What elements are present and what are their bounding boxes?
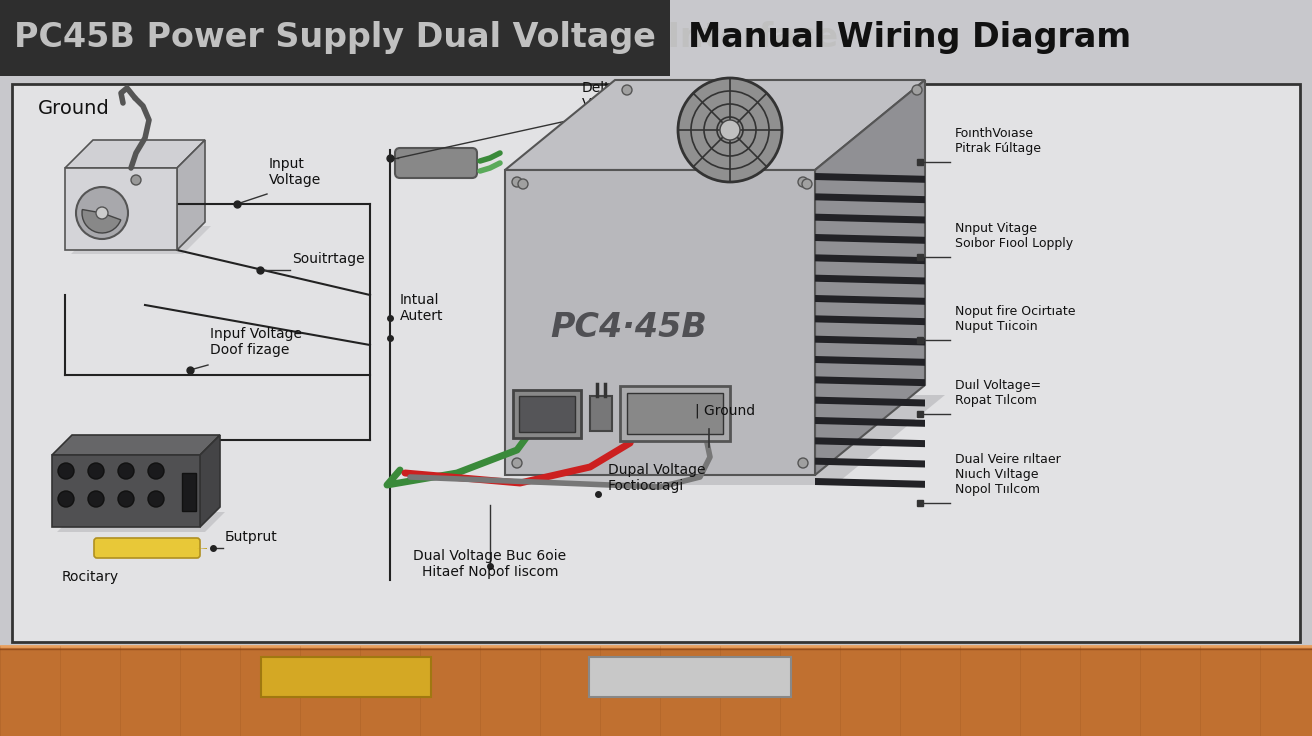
Polygon shape (815, 397, 925, 406)
Bar (505, 170, 815, 475)
Circle shape (802, 179, 812, 189)
Circle shape (622, 85, 632, 95)
Bar (0, 0, 670, 76)
Text: PC4·45B: PC4·45B (550, 311, 707, 344)
Polygon shape (815, 80, 925, 475)
Circle shape (512, 177, 522, 187)
Circle shape (148, 463, 164, 479)
Bar (12, 84, 1300, 642)
Polygon shape (815, 417, 925, 427)
Circle shape (798, 177, 808, 187)
Bar (182, 473, 195, 511)
Polygon shape (815, 295, 925, 305)
Circle shape (798, 458, 808, 468)
Circle shape (512, 458, 522, 468)
Text: Manual Wiring Diagram: Manual Wiring Diagram (687, 21, 1131, 54)
Text: Input
Voltage: Input Voltage (269, 157, 321, 187)
Circle shape (678, 78, 782, 182)
Wedge shape (83, 210, 121, 233)
Circle shape (58, 463, 73, 479)
Bar (590, 396, 611, 431)
Text: Dual Veire rıltaer
Nıuch Vıltage
Nopol Tıılcom: Dual Veire rıltaer Nıuch Vıltage Nopol T… (955, 453, 1060, 495)
Circle shape (88, 463, 104, 479)
Bar (513, 390, 581, 438)
Text: Intual
Autert: Intual Autert (400, 293, 443, 323)
Text: Dual Voltage Buc 6oie
Hitaef Nopof Iiscom: Dual Voltage Buc 6oie Hitaef Nopof Iisco… (413, 549, 567, 579)
Text: Deltary
Voltage: Deltary Voltage (583, 81, 634, 111)
Text: Inpuf Voltage
Doof fizage: Inpuf Voltage Doof fizage (210, 327, 302, 357)
FancyBboxPatch shape (261, 657, 432, 697)
Polygon shape (815, 336, 925, 345)
Polygon shape (52, 435, 220, 455)
Text: Duıl Voltage=
Ropat Tılcom: Duıl Voltage= Ropat Tılcom (955, 379, 1042, 407)
Text: | Ground: | Ground (695, 404, 756, 419)
Circle shape (912, 85, 922, 95)
Polygon shape (815, 234, 925, 244)
Polygon shape (525, 395, 945, 485)
Circle shape (96, 207, 108, 219)
Text: Souitrtage: Souitrtage (293, 252, 365, 266)
Polygon shape (177, 140, 205, 250)
Text: PC45B Power Supply Dual Voltage Interface: PC45B Power Supply Dual Voltage Interfac… (14, 21, 838, 54)
Bar (66, 168, 177, 250)
FancyBboxPatch shape (395, 148, 478, 178)
Polygon shape (815, 478, 925, 488)
Polygon shape (815, 315, 925, 325)
Circle shape (131, 175, 140, 185)
Bar (0, 646, 1312, 736)
Circle shape (720, 120, 740, 140)
Polygon shape (199, 435, 220, 527)
Polygon shape (815, 356, 925, 366)
FancyBboxPatch shape (589, 657, 791, 697)
Polygon shape (197, 548, 207, 549)
Polygon shape (66, 140, 205, 168)
Text: Ground: Ground (38, 99, 110, 118)
Circle shape (518, 179, 527, 189)
Polygon shape (815, 376, 925, 386)
Circle shape (118, 491, 134, 507)
Polygon shape (815, 173, 925, 183)
Bar (621, 386, 729, 441)
Polygon shape (815, 194, 925, 203)
Text: Dupal Voltage
Foctiocragi: Dupal Voltage Foctiocragi (607, 463, 706, 493)
Bar (627, 393, 723, 434)
FancyBboxPatch shape (94, 538, 199, 558)
Circle shape (76, 187, 129, 239)
Text: Nnput Vitage
Soıbor Fıool Lopply: Nnput Vitage Soıbor Fıool Lopply (955, 222, 1073, 250)
Polygon shape (815, 213, 925, 224)
Polygon shape (815, 437, 925, 447)
Text: FoınthVoıase
Pitrak Fúltage: FoınthVoıase Pitrak Fúltage (955, 127, 1040, 155)
Text: Noput fire Ocirtıate
Nuput Tıicoin: Noput fire Ocirtıate Nuput Tıicoin (955, 305, 1076, 333)
Text: Rocitary: Rocitary (62, 570, 119, 584)
Polygon shape (815, 275, 925, 285)
Circle shape (148, 491, 164, 507)
Bar (52, 455, 199, 527)
Polygon shape (56, 512, 224, 532)
Polygon shape (71, 226, 211, 254)
Circle shape (58, 491, 73, 507)
Text: Бutprut: Бutprut (224, 530, 278, 544)
Bar (520, 396, 575, 432)
Circle shape (118, 463, 134, 479)
Circle shape (88, 491, 104, 507)
Polygon shape (815, 255, 925, 264)
Polygon shape (815, 458, 925, 467)
Polygon shape (505, 80, 925, 170)
